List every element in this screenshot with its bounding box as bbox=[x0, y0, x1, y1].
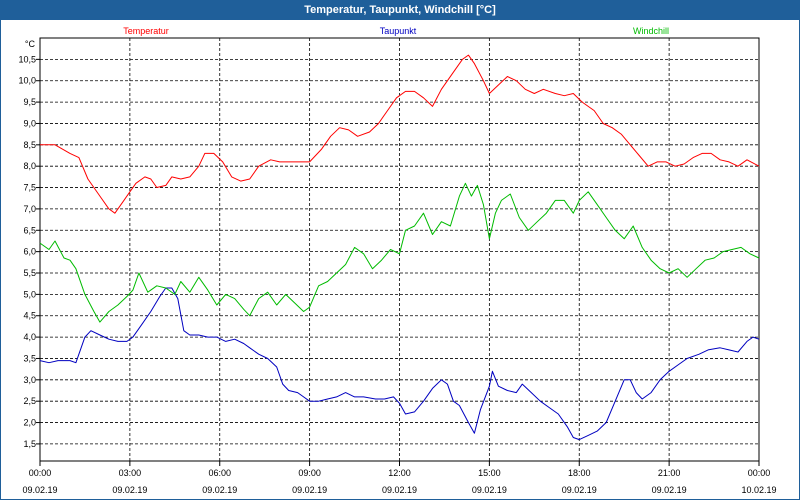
legend-entry-windchill: Windchill bbox=[633, 26, 669, 36]
x-tick-time-label: 18:00 bbox=[568, 468, 591, 478]
legend-entry-taupunkt: Taupunkt bbox=[380, 26, 417, 36]
x-tick-date-label: 09.02.19 bbox=[202, 485, 237, 495]
y-tick-label: 8,5 bbox=[23, 140, 36, 150]
x-tick-date-label: 09.02.19 bbox=[562, 485, 597, 495]
x-tick-date-label: 09.02.19 bbox=[112, 485, 147, 495]
y-tick-label: 3,5 bbox=[23, 353, 36, 363]
plot-area-border bbox=[39, 37, 760, 462]
x-tick-time-label: 09:00 bbox=[298, 468, 321, 478]
y-tick-label: 9,0 bbox=[23, 118, 36, 128]
series-line-taupunkt bbox=[39, 287, 760, 441]
x-tick-time-label: 06:00 bbox=[208, 468, 231, 478]
x-tick-date-label: 10.02.19 bbox=[741, 485, 776, 495]
y-tick-label: 4,0 bbox=[23, 332, 36, 342]
series-line-windchill bbox=[39, 182, 760, 323]
x-tick-date-label: 09.02.19 bbox=[382, 485, 417, 495]
y-unit-label: °C bbox=[25, 39, 36, 49]
chart-title: Temperatur, Taupunkt, Windchill [°C] bbox=[1, 1, 799, 20]
y-tick-label: 6,0 bbox=[23, 247, 36, 257]
x-tick-date-label: 09.02.19 bbox=[472, 485, 507, 495]
legend-entry-temperatur: Temperatur bbox=[123, 26, 169, 36]
x-tick-date-label: 09.02.19 bbox=[22, 485, 57, 495]
y-tick-label: 9,5 bbox=[23, 97, 36, 107]
x-tick-time-label: 12:00 bbox=[388, 468, 411, 478]
y-tick-label: 5,5 bbox=[23, 268, 36, 278]
y-tick-label: 1,5 bbox=[23, 439, 36, 449]
y-tick-label: 2,0 bbox=[23, 418, 36, 428]
y-tick-label: 5,0 bbox=[23, 289, 36, 299]
x-tick-time-label: 03:00 bbox=[119, 468, 142, 478]
y-tick-label: 2,5 bbox=[23, 396, 36, 406]
y-tick-label: 8,0 bbox=[23, 161, 36, 171]
y-tick-label: 4,5 bbox=[23, 311, 36, 321]
x-tick-date-label: 09.02.19 bbox=[292, 485, 327, 495]
x-tick-time-label: 15:00 bbox=[478, 468, 501, 478]
series-line-temperatur bbox=[40, 54, 760, 214]
y-tick-label: 10,5 bbox=[18, 54, 36, 64]
y-tick-label: 7,0 bbox=[23, 204, 36, 214]
y-tick-label: 10,0 bbox=[18, 76, 36, 86]
y-tick-label: 6,5 bbox=[23, 225, 36, 235]
x-tick-time-label: 21:00 bbox=[658, 468, 681, 478]
x-tick-time-label: 00:00 bbox=[748, 468, 771, 478]
x-tick-date-label: 09.02.19 bbox=[652, 485, 687, 495]
y-tick-label: 3,0 bbox=[23, 375, 36, 385]
y-tick-label: 7,5 bbox=[23, 183, 36, 193]
x-tick-time-label: 00:00 bbox=[29, 468, 52, 478]
